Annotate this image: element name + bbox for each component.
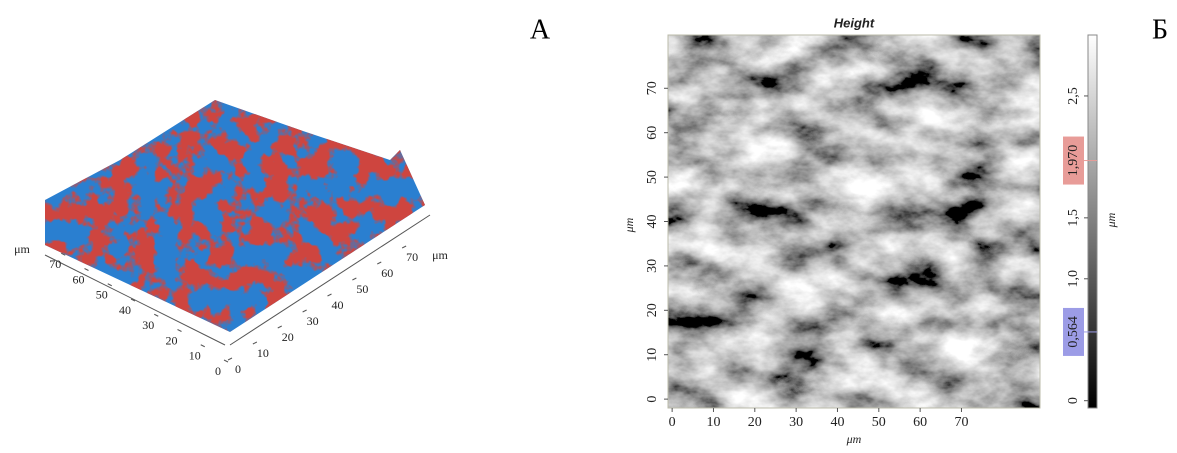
- tick-mark: [352, 278, 356, 280]
- y-tick-label: 0: [645, 396, 660, 403]
- y-tick-label: 50: [645, 170, 660, 184]
- colorbar-label: μm: [1104, 212, 1118, 228]
- x-tick-label: 40: [830, 415, 844, 430]
- tick-mark: [85, 269, 89, 271]
- y-tick-label: 70: [645, 81, 660, 95]
- x-tick-label: 60: [913, 415, 927, 430]
- x-tick-label: 20: [166, 333, 178, 347]
- y-tick-label: 0: [235, 362, 241, 376]
- colorbar-tick-label: 1,5: [1066, 209, 1081, 227]
- tick-mark: [178, 330, 182, 332]
- x-tick-label: 10: [189, 349, 201, 363]
- y-tick-label: 20: [645, 303, 660, 317]
- tick-mark: [228, 358, 232, 360]
- colorbar: [1088, 35, 1097, 408]
- tick-mark: [328, 294, 332, 296]
- tick-mark: [402, 246, 406, 248]
- x-tick-label: 30: [142, 318, 154, 332]
- y-tick-label: 20: [282, 330, 294, 344]
- y-tick-label: 10: [645, 348, 660, 362]
- x-tick-label: 50: [96, 288, 108, 302]
- tick-mark: [377, 262, 381, 264]
- y-tick-label: 30: [645, 259, 660, 273]
- tick-mark: [224, 360, 228, 362]
- panel-label: А: [530, 14, 551, 45]
- panel-label: Б: [1152, 14, 1168, 45]
- marker-label: 1,970: [1066, 145, 1081, 177]
- tick-mark: [253, 342, 257, 344]
- tick-mark: [108, 284, 112, 286]
- x-tick-label: 0: [669, 415, 676, 430]
- y-axis-label: μm: [622, 217, 636, 233]
- x-tick-label: 10: [706, 415, 720, 430]
- tick-mark: [154, 314, 158, 316]
- x-tick-label: 60: [73, 272, 85, 286]
- y-axis-label: μm: [432, 248, 448, 262]
- tick-mark: [303, 310, 307, 312]
- chart-title: Height: [834, 15, 875, 30]
- x-tick-label: 50: [872, 415, 886, 430]
- y-tick-label: 60: [381, 266, 393, 280]
- colorbar-tick-label: 1,0: [1066, 270, 1081, 288]
- y-tick-label: 60: [645, 126, 660, 140]
- figure: А 0 10 20 30 40 50 60 70 μm 0 10 20 30 40 50 60 70 μm Б Heig…: [0, 0, 1177, 453]
- x-tick-label: 20: [748, 415, 762, 430]
- x-axis-label: μm: [846, 432, 862, 446]
- x-tick-label: 70: [49, 257, 61, 271]
- y-tick-label: 10: [257, 346, 269, 360]
- colorbar-tick-label: 0: [1066, 397, 1081, 404]
- tick-mark: [278, 326, 282, 328]
- colorbar-tick-label: 2,5: [1066, 87, 1081, 105]
- x-tick-label: 0: [215, 364, 221, 378]
- y-tick-label: 40: [645, 215, 660, 229]
- y-tick-label: 30: [307, 314, 319, 328]
- tick-mark: [201, 345, 205, 347]
- x-tick-label: 30: [789, 415, 803, 430]
- x-tick-label: 70: [954, 415, 968, 430]
- y-tick-label: 70: [406, 250, 418, 264]
- y-tick-label: 40: [332, 298, 344, 312]
- y-tick-label: 50: [356, 282, 368, 296]
- x-tick-label: 40: [119, 303, 131, 317]
- marker-label: 0,564: [1066, 316, 1081, 348]
- x-axis-label: μm: [14, 242, 30, 256]
- height-map: [668, 35, 1040, 408]
